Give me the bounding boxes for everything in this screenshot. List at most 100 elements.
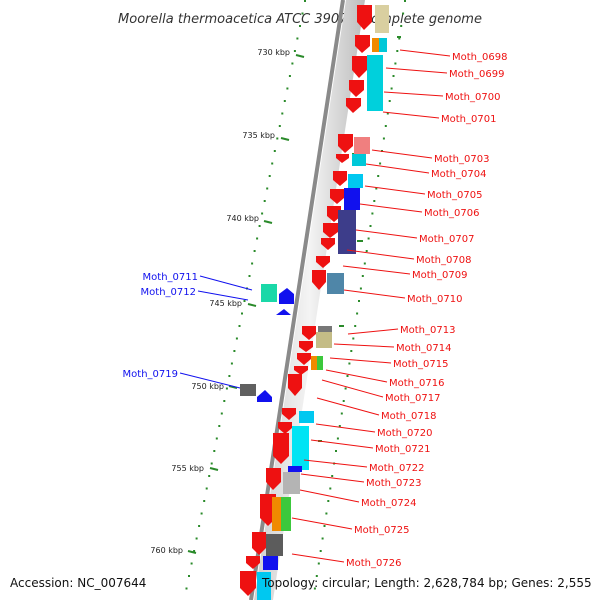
gene-forward[interactable]: [294, 366, 308, 375]
gene-label[interactable]: Moth_0708: [416, 255, 471, 266]
gene-label[interactable]: Moth_0714: [396, 343, 451, 354]
gene-box[interactable]: [379, 38, 387, 52]
gene-box[interactable]: [317, 356, 323, 370]
gene-forward[interactable]: [330, 189, 344, 204]
gene-reverse[interactable]: [279, 288, 294, 304]
label-leader-line: [399, 49, 451, 57]
gene-label[interactable]: Moth_0701: [441, 114, 496, 125]
gene-forward[interactable]: [321, 238, 335, 250]
gene-label[interactable]: Moth_0706: [424, 208, 479, 219]
gene-box[interactable]: [288, 466, 302, 472]
gene-forward[interactable]: [336, 154, 349, 163]
gene-box[interactable]: [338, 210, 356, 254]
gene-forward[interactable]: [266, 468, 281, 490]
gene-label[interactable]: Moth_0705: [427, 190, 482, 201]
gene-label[interactable]: Moth_0712: [141, 287, 196, 298]
gene-box[interactable]: [266, 534, 283, 556]
gene-box[interactable]: [352, 154, 366, 166]
gene-label[interactable]: Moth_0717: [385, 393, 440, 404]
gc-dot: [218, 425, 221, 427]
gene-forward[interactable]: [240, 571, 256, 596]
gene-box[interactable]: [272, 497, 281, 531]
gene-label[interactable]: Moth_0709: [412, 270, 467, 281]
gene-forward[interactable]: [346, 98, 361, 113]
gene-box[interactable]: [263, 556, 278, 570]
gene-box-left[interactable]: [261, 284, 277, 302]
gene-box[interactable]: [257, 572, 271, 600]
gene-label[interactable]: Moth_0710: [407, 294, 462, 305]
gene-forward[interactable]: [349, 80, 364, 97]
tick-760: 760 kbp: [150, 546, 183, 555]
gene-box[interactable]: [375, 5, 389, 33]
gene-box[interactable]: [283, 472, 300, 494]
gene-forward[interactable]: [333, 171, 347, 186]
gc-dot: [331, 475, 334, 477]
gene-box[interactable]: [372, 38, 379, 52]
gene-label[interactable]: Moth_0713: [400, 325, 455, 336]
gene-box[interactable]: [367, 55, 383, 111]
gene-label[interactable]: Moth_0711: [143, 272, 198, 283]
gene-forward[interactable]: [316, 256, 330, 268]
gene-forward[interactable]: [338, 134, 353, 153]
gene-label[interactable]: Moth_0699: [449, 69, 504, 80]
gene-reverse[interactable]: [257, 390, 272, 402]
gene-label[interactable]: Moth_0725: [354, 525, 409, 536]
gene-label[interactable]: Moth_0700: [445, 92, 500, 103]
gene-box[interactable]: [316, 332, 332, 348]
gc-dots: [185, 0, 406, 590]
gene-label[interactable]: Moth_0707: [419, 234, 474, 245]
gene-reverse[interactable]: [276, 309, 291, 315]
gene-forward[interactable]: [323, 223, 338, 238]
gc-dot: [185, 587, 188, 590]
gene-box-left[interactable]: [240, 384, 256, 396]
gene-label[interactable]: Moth_0715: [393, 359, 448, 370]
gc-dot: [384, 125, 387, 127]
gc-dot: [371, 212, 374, 215]
gene-box[interactable]: [354, 137, 370, 154]
gene-box[interactable]: [292, 426, 309, 470]
gene-box[interactable]: [327, 273, 344, 294]
gene-forward[interactable]: [302, 326, 316, 340]
gene-forward[interactable]: [273, 433, 289, 464]
gene-label[interactable]: Moth_0720: [377, 428, 432, 439]
gene-label[interactable]: Moth_0718: [381, 411, 436, 422]
gene-box[interactable]: [299, 411, 314, 423]
gene-label[interactable]: Moth_0726: [346, 558, 401, 569]
gene-label[interactable]: Moth_0722: [369, 463, 424, 474]
gene-label[interactable]: Moth_0721: [375, 444, 430, 455]
gc-dot: [323, 525, 326, 527]
gene-forward[interactable]: [246, 556, 260, 569]
gc-dot: [200, 512, 203, 515]
gene-label[interactable]: Moth_0719: [123, 369, 178, 380]
gene-label[interactable]: Moth_0724: [361, 498, 416, 509]
gc-dot: [208, 475, 211, 477]
gc-dot: [220, 412, 223, 415]
gene-forward[interactable]: [357, 5, 372, 30]
gc-dot: [283, 100, 286, 102]
gene-forward[interactable]: [252, 532, 266, 555]
gene-label[interactable]: Moth_0698: [452, 52, 507, 63]
gene-labels-right: Moth_0698 Moth_0699 Moth_0700 Moth_0701 Moth…: [291, 49, 507, 569]
gene-forward[interactable]: [278, 422, 292, 434]
gene-forward[interactable]: [288, 374, 302, 396]
gene-box[interactable]: [281, 497, 291, 531]
gene-label[interactable]: Moth_0703: [434, 154, 489, 165]
gene-forward[interactable]: [355, 35, 370, 53]
gene-forward[interactable]: [327, 206, 341, 222]
gene-forward[interactable]: [299, 341, 313, 352]
scale-ticks: 730 kbp 735 kbp 740 kbp 745 kbp 750 kbp …: [150, 48, 305, 555]
gene-label[interactable]: Moth_0716: [389, 378, 444, 389]
gene-box[interactable]: [348, 174, 363, 188]
gene-box[interactable]: [311, 356, 317, 370]
gene-forward[interactable]: [352, 56, 367, 78]
gene-label[interactable]: Moth_0723: [366, 478, 421, 489]
gene-box[interactable]: [318, 326, 332, 332]
gene-forward[interactable]: [282, 408, 296, 420]
gc-dot: [203, 500, 206, 502]
gene-label[interactable]: Moth_0704: [431, 169, 486, 180]
gene-forward[interactable]: [297, 353, 311, 365]
gc-dot: [358, 300, 360, 302]
label-leader-line: [342, 265, 411, 275]
gene-forward[interactable]: [312, 270, 326, 290]
gene-box[interactable]: [344, 188, 360, 210]
